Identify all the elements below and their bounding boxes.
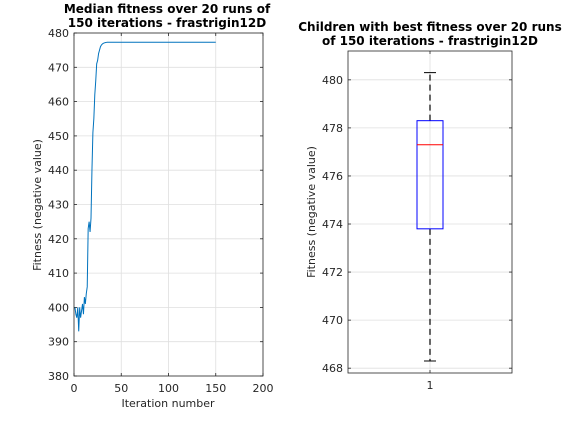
line-chart-y-tick-label: 380 <box>48 370 69 383</box>
line-chart-y-tick-label: 410 <box>48 267 69 280</box>
line-chart-series-line <box>74 41 216 332</box>
box-chart-y-tick-label: 472 <box>322 266 343 279</box>
line-chart-y-tick-label: 440 <box>48 164 69 177</box>
box-iqr <box>416 120 444 230</box>
line-chart-grid <box>73 32 264 377</box>
line-chart: Median fitness over 20 runs of 150 itera… <box>31 2 274 410</box>
box-chart-y-tick-label: 468 <box>322 362 343 375</box>
box-chart-title-line1: Children with best fitness over 20 runs <box>298 20 561 34</box>
line-chart-title-line2: 150 iterations - frastrigin12D <box>68 16 266 30</box>
box-chart-y-tick-label: 480 <box>322 74 343 87</box>
line-chart-y-tick-label: 480 <box>48 27 69 40</box>
line-chart-x-tick-label: 200 <box>253 382 274 395</box>
box-chart-y-axis-label: Fitness (negative value) <box>305 146 318 278</box>
line-chart-y-tick-label: 430 <box>48 199 69 212</box>
line-chart-x-tick-label: 100 <box>158 382 179 395</box>
box-chart-y-ticks: 468 470 472 474 476 478 480 <box>322 74 512 375</box>
line-chart-x-tick-label: 50 <box>114 382 128 395</box>
box-chart-y-tick-label: 476 <box>322 170 343 183</box>
box-chart-y-tick-label: 470 <box>322 314 343 327</box>
line-chart-y-ticks: 380 390 400 410 420 430 440 450 460 470 480 <box>48 27 263 383</box>
line-chart-y-tick-label: 390 <box>48 336 69 349</box>
line-chart-x-axis-label: Iteration number <box>121 397 215 410</box>
box-chart-x-ticks: 1 <box>427 51 434 392</box>
box-chart: Children with best fitness over 20 runs … <box>298 20 561 392</box>
line-chart-y-tick-label: 460 <box>48 96 69 109</box>
box-chart-x-tick-label: 1 <box>427 379 434 392</box>
line-chart-y-axis-label: Fitness (negative value) <box>31 139 44 271</box>
line-chart-y-tick-label: 450 <box>48 130 69 143</box>
box-chart-title-line2: of 150 iterations - frastrigin12D <box>322 34 538 48</box>
line-chart-x-tick-label: 150 <box>205 382 226 395</box>
box-chart-y-tick-label: 478 <box>322 122 343 135</box>
line-chart-title-line1: Median fitness over 20 runs of <box>64 2 271 16</box>
line-chart-y-tick-label: 470 <box>48 61 69 74</box>
line-chart-y-tick-label: 400 <box>48 301 69 314</box>
box-chart-y-tick-label: 474 <box>322 218 343 231</box>
line-chart-y-tick-label: 420 <box>48 233 69 246</box>
line-chart-x-tick-label: 0 <box>71 382 78 395</box>
box-plot <box>416 72 444 362</box>
line-chart-x-ticks: 0 50 100 150 200 <box>71 33 274 395</box>
